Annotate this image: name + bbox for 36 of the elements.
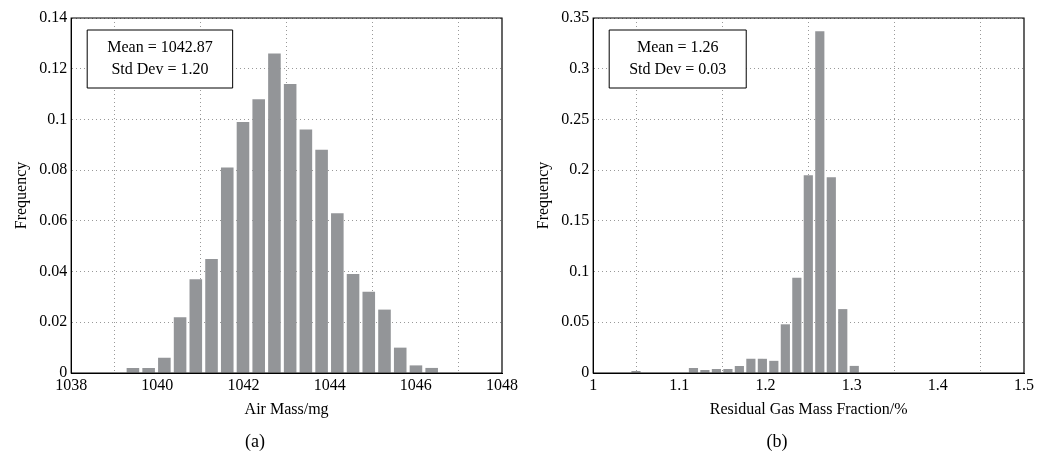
annotation: Std Dev = 0.03 bbox=[629, 60, 727, 78]
annotation: Mean = 1.26 bbox=[636, 38, 719, 56]
x-tick-label: 1.3 bbox=[841, 375, 862, 393]
y-tick-label: 0.14 bbox=[39, 8, 68, 26]
text: (a) bbox=[245, 430, 265, 452]
y-tick-label: 0.35 bbox=[561, 8, 590, 26]
x-tick-label: 1.5 bbox=[1014, 375, 1034, 393]
y-tick-label: 0.2 bbox=[569, 160, 590, 178]
y-tick-label: 0.25 bbox=[561, 109, 590, 127]
annotation: Std Dev = 1.20 bbox=[111, 60, 209, 78]
annotation: Mean = 1042.87 bbox=[107, 38, 213, 56]
y-axis-title: Frequency bbox=[11, 161, 30, 230]
x-tick-label: 1042 bbox=[227, 375, 260, 393]
x-tick-label: 1.4 bbox=[927, 375, 948, 393]
y-tick-label: 0.08 bbox=[39, 160, 68, 178]
x-axis-title: Air Mass/mg bbox=[244, 400, 329, 418]
x-axis-title: Residual Gas Mass Fraction/% bbox=[709, 400, 908, 417]
y-tick-label: 0 bbox=[581, 363, 590, 381]
x-tick-label: 1048 bbox=[486, 375, 518, 393]
y-tick-label: 0.15 bbox=[561, 211, 590, 229]
y-tick-label: 0.06 bbox=[39, 211, 68, 229]
y-axis-title: Frequency bbox=[533, 161, 552, 230]
y-tick-label: 0.12 bbox=[39, 58, 68, 76]
x-tick-label: 1.1 bbox=[669, 375, 690, 393]
x-tick-label: 1.2 bbox=[755, 375, 776, 393]
text: (b) bbox=[766, 430, 788, 452]
y-tick-label: 0.1 bbox=[569, 261, 590, 279]
y-tick-label: 0.02 bbox=[39, 312, 68, 330]
y-tick-label: 0.1 bbox=[47, 109, 68, 127]
y-tick-label: 0.04 bbox=[39, 261, 68, 279]
y-tick-label: 0.3 bbox=[569, 58, 590, 76]
x-tick-label: 1 bbox=[589, 375, 598, 393]
x-tick-label: 1046 bbox=[399, 375, 432, 393]
x-tick-label: 1044 bbox=[313, 375, 346, 393]
x-tick-label: 1040 bbox=[141, 375, 174, 393]
y-tick-label: 0.05 bbox=[561, 312, 590, 330]
